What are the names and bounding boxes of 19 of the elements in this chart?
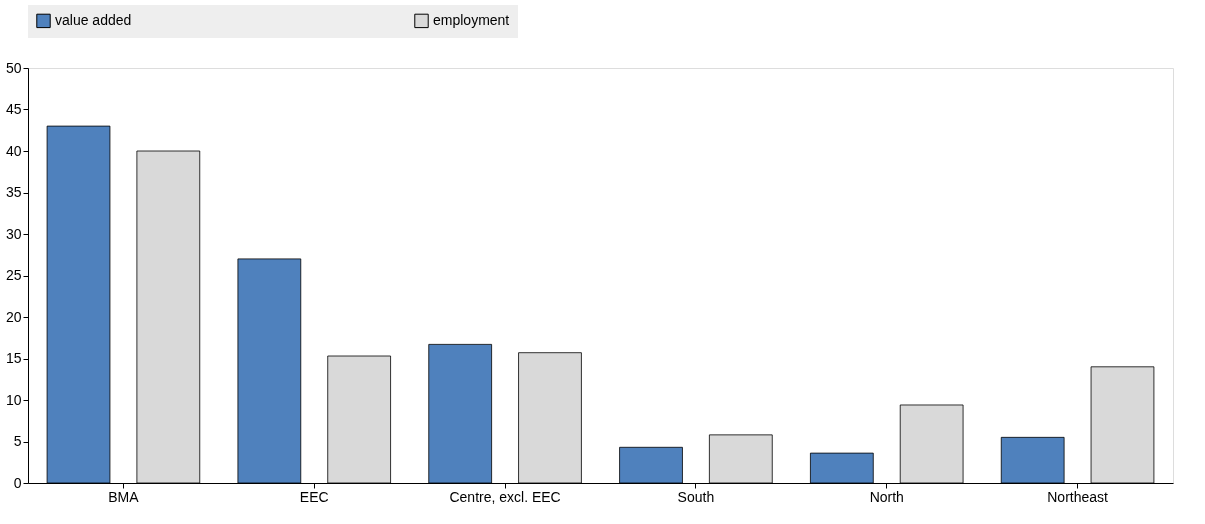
y-tick-label: 30 [5, 225, 22, 242]
y-tick-label: 20 [5, 308, 22, 325]
x-tick-label: North [869, 488, 904, 505]
x-tick-label: South [677, 488, 715, 505]
y-tick-label: 50 [5, 59, 22, 76]
y-tick-label: 25 [5, 267, 22, 283]
x-tick-label: Northeast [1047, 488, 1109, 505]
y-tick-label: 5 [13, 433, 22, 449]
x-tick-label: Centre, excl. EEC [449, 488, 561, 505]
y-tick-label: 35 [5, 184, 22, 200]
legend-label: employment [433, 11, 510, 28]
y-tick-label: 40 [5, 142, 22, 159]
y-tick-label: 0 [13, 474, 22, 491]
y-tick-label: 10 [5, 391, 22, 408]
legend-label: value added [55, 11, 132, 28]
y-tick-label: 45 [5, 101, 22, 117]
x-tick-label: EEC [299, 488, 329, 505]
x-tick-label: BMA [108, 488, 140, 505]
y-tick-label: 15 [5, 350, 22, 366]
